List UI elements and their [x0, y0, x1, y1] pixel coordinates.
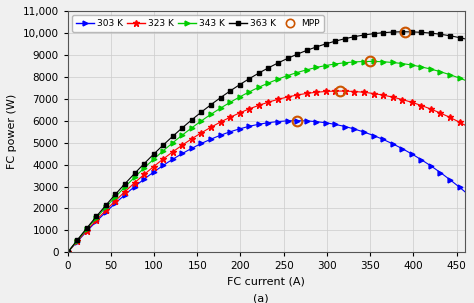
- Line: 303 K: 303 K: [65, 118, 467, 255]
- 303 K: [293, 119, 299, 122]
- 363 K: [280, 59, 285, 62]
- 303 K: [302, 119, 308, 123]
- Line: 323 K: 323 K: [64, 88, 469, 256]
- 343 K: [462, 78, 468, 82]
- 363 K: [301, 50, 307, 53]
- Line: 363 K: 363 K: [65, 30, 467, 255]
- 303 K: [392, 143, 397, 146]
- 323 K: [280, 96, 285, 100]
- Text: (a): (a): [253, 294, 268, 303]
- 323 K: [462, 123, 468, 127]
- 323 K: [254, 105, 259, 108]
- 323 K: [454, 119, 459, 122]
- 343 K: [392, 61, 397, 65]
- 323 K: [65, 251, 71, 254]
- Y-axis label: FC power (W): FC power (W): [7, 94, 17, 169]
- 363 K: [65, 251, 71, 254]
- 343 K: [454, 75, 459, 79]
- 343 K: [280, 75, 285, 79]
- Line: 343 K: 343 K: [65, 59, 467, 255]
- 303 K: [254, 123, 259, 127]
- 323 K: [301, 92, 307, 96]
- 303 K: [454, 183, 459, 187]
- 303 K: [462, 190, 468, 194]
- 343 K: [367, 60, 373, 63]
- 323 K: [392, 96, 397, 99]
- 363 K: [454, 35, 459, 39]
- 303 K: [256, 122, 262, 126]
- 363 K: [402, 30, 408, 34]
- 303 K: [65, 251, 71, 254]
- 363 K: [391, 30, 396, 34]
- 343 K: [256, 85, 262, 89]
- 323 K: [337, 89, 343, 93]
- X-axis label: FC current (A): FC current (A): [228, 277, 305, 287]
- 343 K: [65, 251, 71, 254]
- 363 K: [462, 37, 468, 41]
- 363 K: [254, 73, 259, 76]
- Legend: 303 K, 323 K, 343 K, 363 K, MPP: 303 K, 323 K, 343 K, 363 K, MPP: [72, 15, 324, 32]
- 343 K: [254, 87, 259, 90]
- 343 K: [301, 69, 307, 72]
- 363 K: [256, 71, 262, 75]
- 303 K: [280, 119, 285, 123]
- 323 K: [256, 104, 262, 107]
